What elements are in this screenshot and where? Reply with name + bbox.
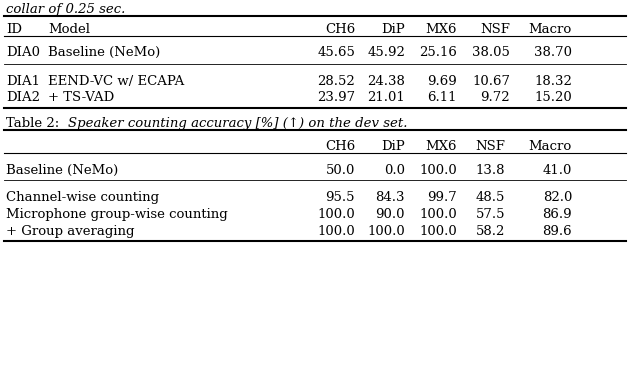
Text: NSF: NSF	[480, 23, 510, 36]
Text: 9.72: 9.72	[480, 91, 510, 104]
Text: 100.0: 100.0	[419, 208, 457, 221]
Text: NSF: NSF	[475, 140, 505, 153]
Text: DiP: DiP	[381, 23, 405, 36]
Text: 100.0: 100.0	[318, 225, 355, 238]
Text: 90.0: 90.0	[375, 208, 405, 221]
Text: CH6: CH6	[324, 140, 355, 153]
Text: 95.5: 95.5	[326, 191, 355, 204]
Text: MX6: MX6	[425, 23, 457, 36]
Text: EEND-VC w/ ECAPA: EEND-VC w/ ECAPA	[48, 75, 184, 88]
Text: Macro: Macro	[529, 23, 572, 36]
Text: ID: ID	[6, 23, 22, 36]
Text: DIA1: DIA1	[6, 75, 40, 88]
Text: 58.2: 58.2	[476, 225, 505, 238]
Text: 28.52: 28.52	[318, 75, 355, 88]
Text: CH6: CH6	[324, 23, 355, 36]
Text: MX6: MX6	[425, 140, 457, 153]
Text: 100.0: 100.0	[419, 164, 457, 177]
Text: 10.67: 10.67	[472, 75, 510, 88]
Text: DiP: DiP	[381, 140, 405, 153]
Text: 89.6: 89.6	[542, 225, 572, 238]
Text: Macro: Macro	[529, 140, 572, 153]
Text: 25.16: 25.16	[419, 46, 457, 59]
Text: 57.5: 57.5	[476, 208, 505, 221]
Text: Baseline (NeMo): Baseline (NeMo)	[6, 164, 118, 177]
Text: Model: Model	[48, 23, 90, 36]
Text: 100.0: 100.0	[419, 225, 457, 238]
Text: 23.97: 23.97	[317, 91, 355, 104]
Text: collar of 0.25 sec.: collar of 0.25 sec.	[6, 3, 125, 16]
Text: 38.70: 38.70	[534, 46, 572, 59]
Text: 100.0: 100.0	[318, 208, 355, 221]
Text: 86.9: 86.9	[542, 208, 572, 221]
Text: + Group averaging: + Group averaging	[6, 225, 134, 238]
Text: 9.69: 9.69	[427, 75, 457, 88]
Text: 13.8: 13.8	[476, 164, 505, 177]
Text: 41.0: 41.0	[542, 164, 572, 177]
Text: Channel-wise counting: Channel-wise counting	[6, 191, 159, 204]
Text: Table 2:: Table 2:	[6, 117, 64, 130]
Text: 6.11: 6.11	[428, 91, 457, 104]
Text: DIA2: DIA2	[6, 91, 40, 104]
Text: 99.7: 99.7	[427, 191, 457, 204]
Text: 45.65: 45.65	[317, 46, 355, 59]
Text: 84.3: 84.3	[375, 191, 405, 204]
Text: 82.0: 82.0	[542, 191, 572, 204]
Text: DIA0: DIA0	[6, 46, 40, 59]
Text: 24.38: 24.38	[367, 75, 405, 88]
Text: Baseline (NeMo): Baseline (NeMo)	[48, 46, 160, 59]
Text: 50.0: 50.0	[326, 164, 355, 177]
Text: 48.5: 48.5	[476, 191, 505, 204]
Text: 18.32: 18.32	[534, 75, 572, 88]
Text: 38.05: 38.05	[472, 46, 510, 59]
Text: Microphone group-wise counting: Microphone group-wise counting	[6, 208, 228, 221]
Text: + TS-VAD: + TS-VAD	[48, 91, 114, 104]
Text: 45.92: 45.92	[367, 46, 405, 59]
Text: 21.01: 21.01	[367, 91, 405, 104]
Text: 100.0: 100.0	[367, 225, 405, 238]
Text: 0.0: 0.0	[384, 164, 405, 177]
Text: Speaker counting accuracy [%] (↑) on the dev set.: Speaker counting accuracy [%] (↑) on the…	[68, 117, 408, 130]
Text: 15.20: 15.20	[534, 91, 572, 104]
